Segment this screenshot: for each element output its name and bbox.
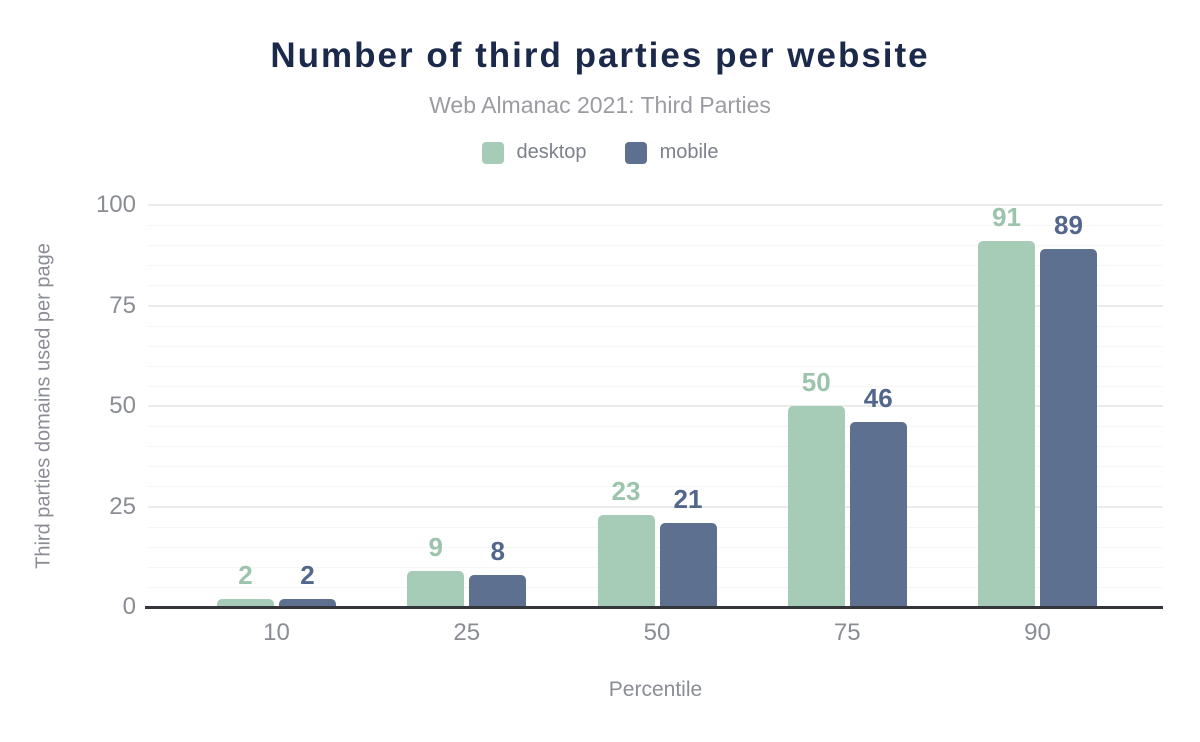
- desktop-bar-value-label: 9: [428, 531, 443, 562]
- minor-gridline: [148, 526, 1163, 528]
- minor-gridline: [148, 466, 1163, 468]
- desktop-bar-column: 2: [217, 205, 274, 607]
- mobile-bar-value-label: 89: [1054, 210, 1083, 241]
- minor-gridline: [148, 486, 1163, 488]
- y-tick-label: 50: [109, 392, 136, 419]
- minor-gridline: [148, 446, 1163, 448]
- chart-legend: desktop mobile: [0, 141, 1200, 164]
- desktop-bar: [978, 241, 1035, 607]
- minor-gridline: [148, 265, 1163, 267]
- mobile-bar-value-label: 2: [300, 559, 315, 590]
- y-tick-label: 100: [95, 191, 136, 218]
- mobile-bar: [469, 574, 527, 607]
- bar-groups: 2 2 10 9 8 25 23 21 50 50 46 75 91 89 90: [148, 202, 1163, 646]
- minor-gridline: [148, 225, 1163, 227]
- mobile-bar-value-label: 46: [863, 383, 893, 414]
- minor-gridline: [148, 245, 1163, 247]
- legend-label-mobile: mobile: [659, 141, 719, 163]
- minor-gridline: [148, 566, 1163, 568]
- mobile-bar: [1040, 249, 1097, 607]
- bar-group-50: 23 21 50: [597, 205, 717, 646]
- legend-item-desktop: desktop: [481, 141, 587, 164]
- bar-group-75: 50 46 75: [787, 205, 907, 646]
- y-tick-label: 25: [109, 492, 136, 520]
- mobile-bar-column: 21: [659, 205, 717, 607]
- legend-item-mobile: mobile: [624, 141, 719, 164]
- desktop-bar-value-label: 50: [801, 367, 831, 397]
- minor-gridline: [148, 546, 1163, 548]
- desktop-bar-column: 23: [597, 205, 655, 607]
- y-axis-ticks: 0 25 50 75 100: [60, 192, 136, 620]
- x-axis-title: Percentile: [608, 678, 703, 701]
- mobile-bar: [279, 598, 336, 607]
- minor-gridline: [148, 385, 1163, 387]
- mobile-bar: [659, 522, 717, 607]
- mobile-bar-value-label: 8: [490, 535, 505, 566]
- chart-subtitle: Web Almanac 2021: Third Parties: [429, 92, 771, 118]
- mobile-bar-column: 46: [849, 205, 907, 607]
- bar-group-10: 2 2 10: [217, 205, 336, 646]
- x-tick-label: 10: [263, 619, 290, 646]
- desktop-bar-value-label: 2: [238, 559, 253, 590]
- mobile-bar-column: 89: [1040, 205, 1097, 607]
- desktop-bar: [787, 406, 845, 607]
- mobile-bar: [849, 422, 907, 607]
- mobile-bar-column: 2: [279, 205, 336, 607]
- minor-gridline: [148, 345, 1163, 347]
- bar-group-25: 9 8 25: [407, 205, 527, 646]
- desktop-bar: [217, 598, 274, 607]
- x-axis-line: [145, 606, 1163, 609]
- major-gridline: [148, 405, 1163, 407]
- mobile-bar-value-label: 21: [673, 483, 703, 514]
- minor-gridline: [148, 365, 1163, 367]
- x-tick-label: 90: [1024, 619, 1051, 646]
- major-gridline: [148, 505, 1163, 508]
- minor-gridline: [148, 285, 1163, 287]
- y-tick-label: 75: [109, 291, 136, 319]
- x-tick-label: 75: [833, 619, 861, 646]
- desktop-bar-value-label: 91: [992, 202, 1021, 233]
- minor-gridline: [148, 426, 1163, 428]
- desktop-bar-column: 50: [787, 205, 845, 607]
- minor-gridline: [148, 325, 1163, 327]
- desktop-bar: [407, 570, 465, 607]
- bar-group-90: 91 89 90: [978, 202, 1097, 646]
- legend-swatch-desktop: [481, 141, 504, 164]
- desktop-bar-value-label: 23: [611, 475, 641, 506]
- minor-gridline: [148, 586, 1163, 588]
- x-tick-label: 25: [453, 619, 481, 646]
- major-gridline: [148, 304, 1163, 307]
- desktop-bar-column: 91: [978, 202, 1035, 607]
- legend-label-desktop: desktop: [516, 141, 587, 163]
- mobile-bar-column: 8: [469, 205, 527, 607]
- x-tick-label: 50: [643, 619, 671, 646]
- desktop-bar-column: 9: [407, 205, 465, 607]
- desktop-bar: [597, 514, 655, 607]
- chart-title: Number of third parties per website: [270, 36, 930, 75]
- y-tick-label: 0: [122, 593, 136, 620]
- legend-swatch-mobile: [624, 141, 647, 164]
- y-axis-title: Third parties domains used per page: [32, 243, 55, 569]
- plot-area: 2 2 10 9 8 25 23 21 50 50 46 75 91 89 90: [145, 202, 1163, 646]
- major-gridline: [148, 204, 1163, 207]
